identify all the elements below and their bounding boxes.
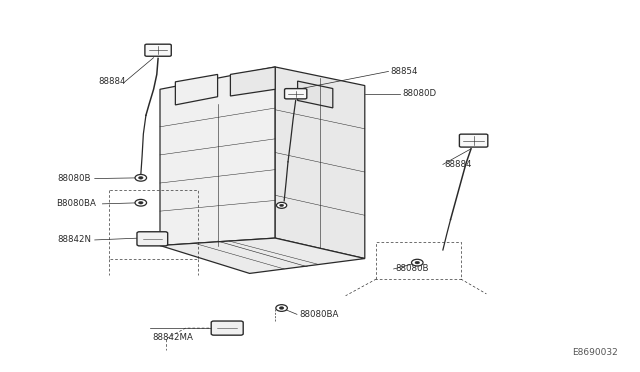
Text: 88842N: 88842N xyxy=(58,235,92,244)
Text: 88842MA: 88842MA xyxy=(152,333,193,342)
Text: 88080B: 88080B xyxy=(58,174,91,183)
Circle shape xyxy=(135,174,147,181)
Circle shape xyxy=(138,201,143,204)
FancyBboxPatch shape xyxy=(145,44,172,56)
Text: 88080B: 88080B xyxy=(396,264,429,273)
Circle shape xyxy=(276,305,287,311)
Polygon shape xyxy=(175,74,218,105)
Polygon shape xyxy=(230,67,275,96)
Text: 88080D: 88080D xyxy=(402,89,436,98)
Text: B8080BA: B8080BA xyxy=(56,199,96,208)
Circle shape xyxy=(138,176,143,179)
Circle shape xyxy=(412,259,423,266)
FancyBboxPatch shape xyxy=(460,134,488,147)
Polygon shape xyxy=(160,67,275,246)
Circle shape xyxy=(279,307,284,310)
Text: 88854: 88854 xyxy=(390,67,418,76)
Polygon shape xyxy=(160,238,365,273)
Circle shape xyxy=(415,261,420,264)
Text: 88884: 88884 xyxy=(98,77,125,86)
FancyBboxPatch shape xyxy=(211,321,243,335)
Circle shape xyxy=(276,202,287,208)
Text: 88080BA: 88080BA xyxy=(299,310,339,319)
FancyBboxPatch shape xyxy=(137,232,168,246)
FancyBboxPatch shape xyxy=(285,89,307,99)
Circle shape xyxy=(280,204,284,206)
Text: 88884: 88884 xyxy=(445,160,472,169)
Text: E8690032: E8690032 xyxy=(572,348,618,357)
Polygon shape xyxy=(298,81,333,108)
Circle shape xyxy=(135,199,147,206)
Polygon shape xyxy=(275,67,365,259)
